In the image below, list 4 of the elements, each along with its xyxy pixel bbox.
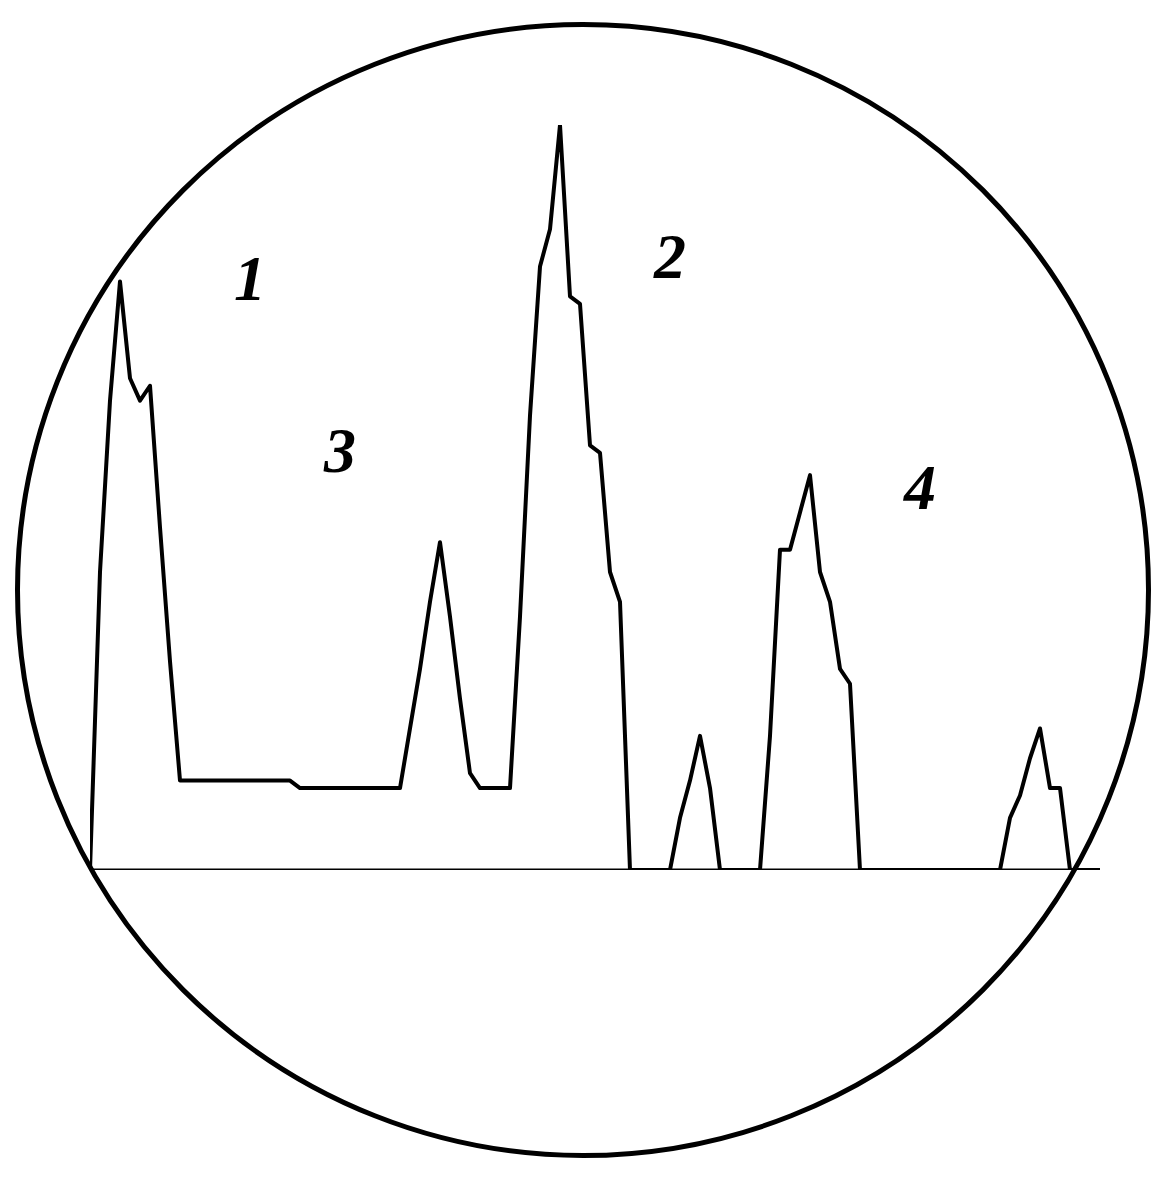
annotation: 3 xyxy=(323,414,356,486)
annotation: 2 xyxy=(653,221,686,293)
annotation: 4 xyxy=(903,452,936,524)
annotation: 1 xyxy=(234,243,266,315)
